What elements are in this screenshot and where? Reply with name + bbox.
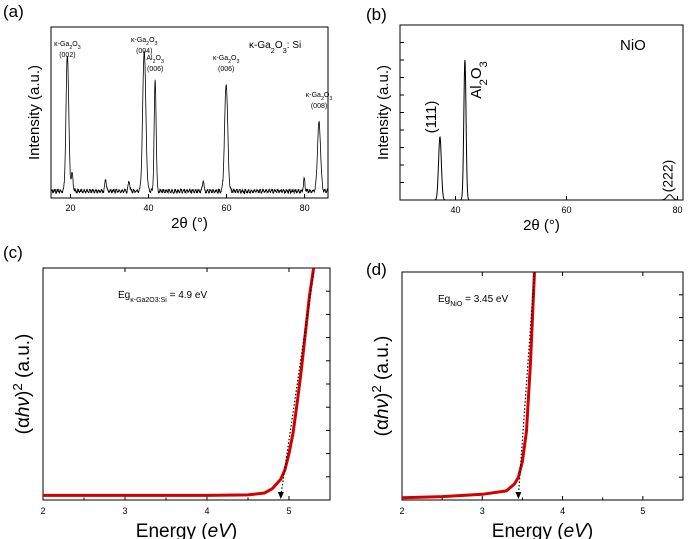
peak-label-index: (002) — [59, 52, 75, 59]
xrd-plot-nio: 40 60 80 2θ (°) Intensity (a.u.) (111) Al2O3 (2… — [375, 24, 684, 234]
peak-label-phase: κ-Ga2O3 — [213, 55, 240, 65]
x-tick-label: 4 — [560, 506, 565, 516]
peak-label-222: (222) — [660, 160, 676, 193]
tangent-line — [517, 271, 536, 497]
x-tick-label: 80 — [672, 205, 682, 215]
x-axis-label: Energy (eV) — [492, 521, 593, 539]
diffraction-curve — [400, 60, 683, 201]
peak-label-index: (004) — [136, 48, 152, 55]
x-tick-label: 20 — [65, 203, 75, 213]
panel-label-a: (a) — [3, 2, 24, 21]
x-tick-label: 5 — [640, 506, 645, 516]
diffraction-curve — [50, 50, 329, 195]
x-tick-label: 2 — [40, 506, 45, 516]
bandgap-arrow — [515, 492, 522, 499]
tauc-plot-kappa-ga2o3: 2 3 4 5 Energy (eV) (αhν)2 (a.u.) Egκ-Ga2O3:Si… — [10, 267, 331, 539]
y-axis-label: Intensity (a.u.) — [26, 65, 43, 160]
tauc-plot-nio: 2 3 4 5 Energy (eV) (αhν)2 (a.u.) EgNiO = 3.45… — [369, 271, 684, 539]
x-tick-label: 3 — [480, 506, 485, 516]
panel-label-b: (b) — [366, 5, 387, 24]
peak-label-phase: Al2O3 — [146, 55, 164, 65]
y-axis-label: Intensity (a.u.) — [375, 65, 392, 160]
bandgap-arrow — [277, 492, 284, 499]
x-tick-label: 60 — [222, 203, 232, 213]
y-axis-label: (αhν)2 (a.u.) — [369, 336, 394, 437]
peak-label-111: (111) — [423, 101, 440, 134]
sample-label: κ-Ga2O3: Si — [249, 40, 301, 55]
x-tick-label: 4 — [204, 506, 209, 516]
bandgap-annotation: Egκ-Ga2O3:Si = 4.9 eV — [118, 290, 207, 304]
sample-label: NiO — [620, 37, 646, 54]
x-tick-label: 40 — [144, 203, 154, 213]
plot-frame — [401, 271, 684, 501]
panel-label-c: (c) — [3, 243, 23, 262]
plot-frame — [50, 26, 329, 199]
peak-label-index: (008) — [311, 103, 327, 110]
y-axis-label: (αhν)2 (a.u.) — [10, 334, 35, 435]
absorption-curve — [43, 268, 316, 497]
panel-label-d: (d) — [366, 260, 387, 279]
x-tick-label: 5 — [286, 506, 291, 516]
x-tick-label: 60 — [561, 205, 571, 215]
peak-label-index: (006) — [218, 66, 234, 73]
x-tick-label: 2 — [399, 506, 404, 516]
peak-label-phase: κ-Ga2O3 — [306, 92, 333, 102]
peak-label-index: (006) — [147, 66, 163, 73]
peak-label-phase: κ-Ga2O3 — [54, 41, 81, 51]
peak-label-phase: κ-Ga2O3 — [131, 37, 158, 47]
peak-label-al2o3: Al2O3 — [468, 61, 490, 99]
x-tick-label: 80 — [300, 203, 310, 213]
tangent-line — [280, 272, 315, 497]
x-tick-label: 3 — [122, 506, 127, 516]
x-axis-label: 2θ (°) — [523, 217, 560, 234]
x-axis-label: 2θ (°) — [171, 215, 208, 232]
x-axis-label: Energy (eV) — [136, 521, 237, 539]
absorption-curve — [402, 272, 536, 500]
bandgap-annotation: EgNiO = 3.45 eV — [438, 294, 508, 308]
x-tick-label: 40 — [450, 205, 460, 215]
